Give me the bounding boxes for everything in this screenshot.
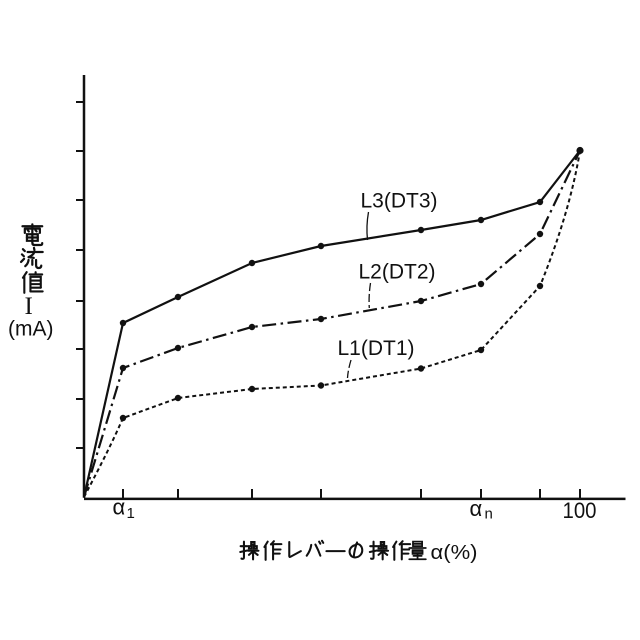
svg-text:α: α <box>113 495 126 520</box>
svg-text:(mA): (mA) <box>8 318 54 341</box>
svg-text:n: n <box>485 506 493 523</box>
svg-text:1: 1 <box>127 505 135 522</box>
svg-text:L2(DT2): L2(DT2) <box>359 261 436 284</box>
svg-text:I: I <box>25 293 33 320</box>
svg-text:L3(DT3): L3(DT3) <box>361 190 438 213</box>
svg-text:100: 100 <box>563 498 597 523</box>
svg-text:α(%): α(%) <box>431 542 478 564</box>
svg-text:α: α <box>470 496 483 521</box>
svg-text:L1(DT1): L1(DT1) <box>338 337 415 360</box>
